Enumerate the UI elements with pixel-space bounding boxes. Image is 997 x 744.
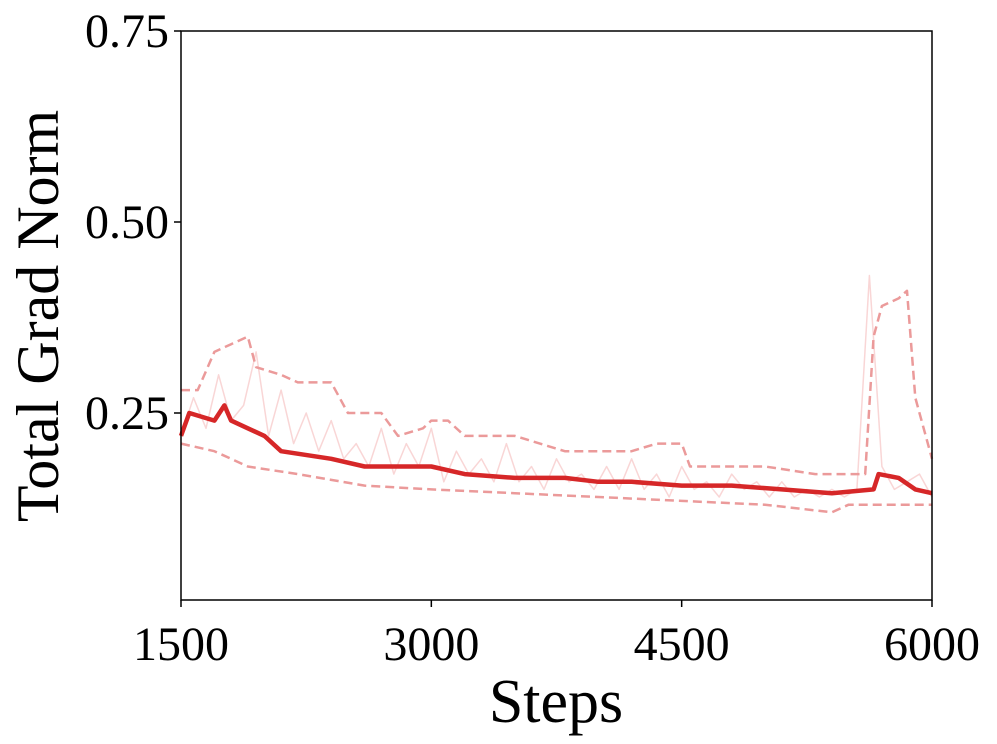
series-line — [181, 289, 934, 476]
y-axis-title: Total Grad Norm — [5, 110, 71, 522]
x-tick-label: 3000 — [383, 618, 479, 671]
x-tick-label: 1500 — [133, 618, 229, 671]
y-tick-label: 0.50 — [85, 196, 169, 249]
series-line — [180, 442, 932, 514]
x-axis-title: Steps — [489, 668, 623, 736]
x-tick-label: 6000 — [884, 618, 980, 671]
x-tick-label: 4500 — [634, 618, 730, 671]
series-line — [180, 274, 933, 498]
series-line — [178, 403, 933, 496]
plot-frame — [180, 30, 933, 601]
y-tick-label: 0.75 — [85, 5, 169, 58]
y-tick-label: 0.25 — [85, 387, 169, 440]
